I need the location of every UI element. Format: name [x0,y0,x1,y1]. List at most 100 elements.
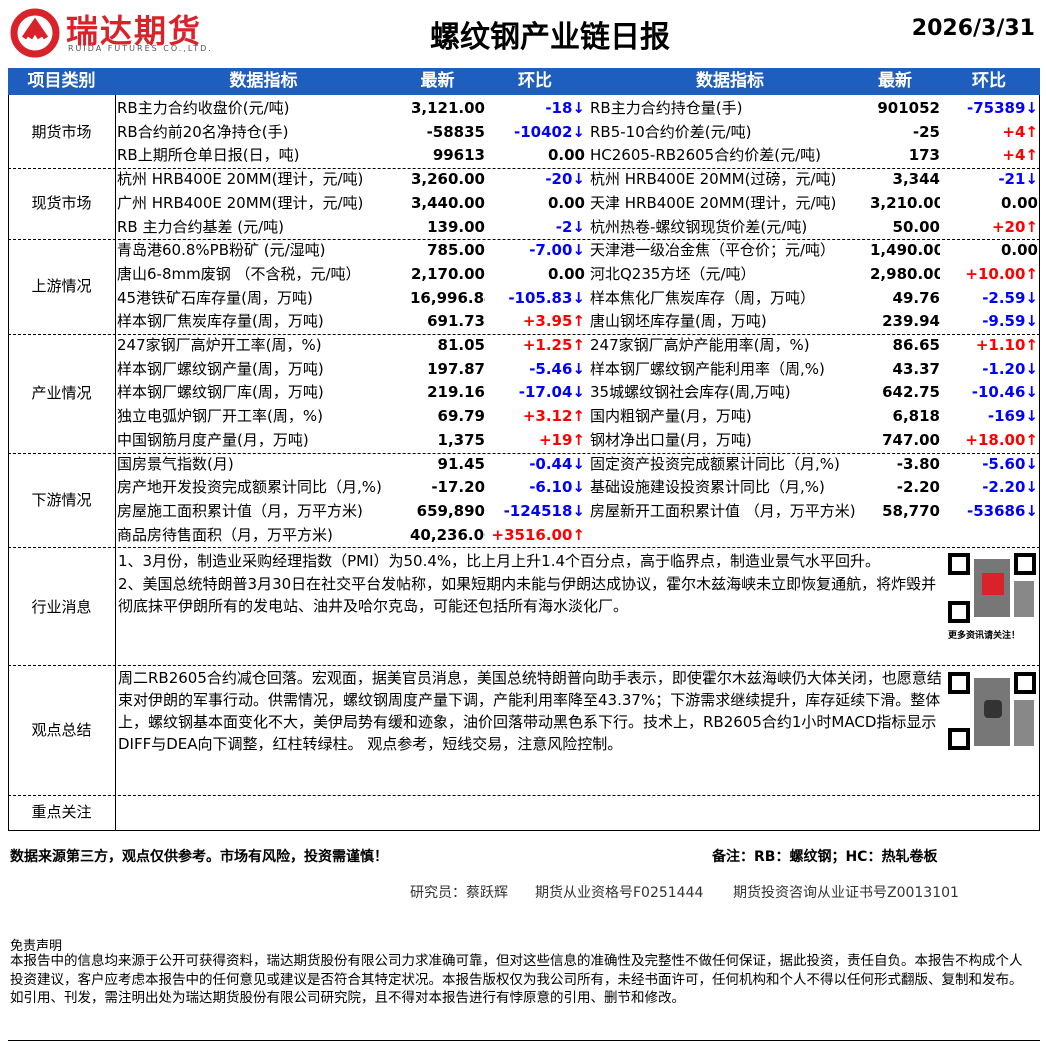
indicator-name: 247家钢厂高炉产能用率(周，%) [590,336,810,354]
section-divider [8,665,1040,666]
indicator-name: 国内粗钢产量(月，万吨) [590,407,752,426]
indicator-name: 河北Q235方坯（元/吨） [590,264,756,283]
change-value: -20↓ [545,170,585,189]
indicator-name: 杭州 HRB400E 20MM(过磅，元/吨) [590,170,837,189]
category: 重点关注 [31,803,92,821]
indicator-name: 国房景气指数(月) [117,454,234,473]
change-value: 0.00 [547,264,585,283]
change-value: -75389↓ [967,99,1038,117]
border [8,95,9,831]
indicator-name: RB主力合约持仓量(手) [590,99,743,117]
indicator-name: 45港铁矿石库存量(周，万吨) [117,288,313,307]
change-value: +18.00↑ [965,430,1038,449]
indicator-name: RB上期所仓单日报(日，吨) [117,146,300,165]
news-item: 2、美国总统特朗普3月30日在社交平台发帖称，如果短期内未能与伊朗达成协议，霍尔… [118,575,937,615]
abbr-note: 备注：RB：螺纹钢；HC：热轧卷板 [712,849,938,865]
indicator-name: 唐山6-8mm废钢 （不含税，元/吨） [117,264,361,283]
change-value: -169↓ [987,407,1038,426]
indicator-name: 房屋施工面积累计值（月，万平方米) [117,501,363,520]
logo-en: RUIDA FUTURES CO.,LTD. [68,44,213,53]
change-value: 0.00 [1000,241,1038,260]
latest-value: 16,996.84 [410,288,485,307]
change-value: -2.20↓ [982,478,1038,497]
category: 产业情况 [31,384,92,402]
change-value: +1.25↑ [522,336,585,354]
latest-value: 901052 [877,99,940,117]
change-value: -10.46↓ [971,383,1038,402]
indicator-name: 杭州热卷-螺纹钢现货价差(元/吨) [590,217,808,236]
latest-value: 139.00 [427,217,485,236]
section-divider [8,334,1040,335]
indicator-name: RB主力合约收盘价(元/吨) [117,99,290,117]
category: 上游情况 [31,277,92,296]
title: 螺纹钢产业链日报 [430,20,670,55]
latest-value: 3,260.00 [410,170,485,189]
latest-value: 2,170.00 [410,264,485,283]
column-header: 最新 [420,71,455,91]
latest-value: -3.80 [896,454,940,473]
latest-value: -25 [912,122,940,141]
change-value: -9.59↓ [982,312,1038,331]
indicator-name: 样本钢厂螺纹钢产量(周，万吨) [117,359,324,378]
license: 期货从业资格号F0251444 [535,885,704,901]
indicator-name: 样本钢厂螺纹钢厂库(周，万吨) [117,383,324,402]
change-value: -5.46↓ [529,359,585,378]
indicator-name: 样本钢厂焦炭库存量(周，万吨) [117,312,324,331]
change-value: +20↑ [991,217,1038,236]
indicator-name: 房产地开发投资完成额累计同比（月,%) [117,478,382,497]
change-value: -5.60↓ [982,454,1038,473]
indicator-name: 天津 HRB400E 20MM(理计，元/吨) [590,193,837,212]
latest-value: 173 [908,146,940,165]
latest-value: 197.87 [427,359,485,378]
latest-value: 58,770 [882,501,940,520]
change-value: +10.00↑ [965,264,1038,283]
indicator-name: 独立电弧炉钢厂开工率(周，%) [117,407,323,426]
section-divider [8,795,1040,796]
latest-value: 785.00 [427,241,485,260]
qr-caption: 更多资讯请关注！ [948,631,1021,641]
indicator-name: 样本焦化厂焦炭库存（周，万吨） [590,288,816,307]
latest-value: 49.76 [892,288,940,307]
section-divider [8,168,1040,170]
indicator-name: 固定资产投资完成额累计同比（月,%) [590,454,840,473]
latest-value: -17.20 [431,478,485,497]
summary-text: 周二RB2605合约减仓回落。宏观面，据美官员消息，美国总统特朗普向助手表示，即… [118,669,942,753]
indicator-name: 商品房待售面积（月，万平方米) [117,525,333,544]
latest-value: 99613 [432,146,485,165]
section-divider [8,239,1040,241]
indicator-name: 247家钢厂高炉开工率(周，%) [117,336,322,354]
indicator-name: HC2605-RB2605合约价差(元/吨) [590,146,821,165]
section-divider [8,547,1040,549]
logo-cn: 瑞达期货 [66,12,203,50]
latest-value: 86.65 [892,336,940,354]
border [8,830,1040,831]
latest-value: 40,236.00 [410,525,485,544]
qr-code [948,553,1036,623]
column-header: 环比 [972,71,1006,91]
border [1039,95,1040,831]
latest-value: 219.16 [427,383,485,402]
latest-value: 81.05 [437,336,485,354]
indicator-name: RB 主力合约基差 (元/吨) [117,217,285,236]
indicator-name: RB5-10合约价差(元/吨) [590,122,752,141]
disclaimer-title: 免责声明 [10,939,63,954]
change-value: -124518↓ [503,501,585,520]
latest-value: -2.20 [896,478,940,497]
latest-value: 91.45 [437,454,485,473]
indicator-name: 35城螺纹钢社会库存(周,万吨) [590,383,791,402]
latest-value: 43.37 [892,359,940,378]
indicator-name: 广州 HRB400E 20MM(理计，元/吨) [117,193,364,212]
change-value: -21↓ [998,170,1038,189]
change-value: +1.10↑ [975,336,1038,354]
change-value: -17.04↓ [518,383,585,402]
change-value: -1.20↓ [982,359,1038,378]
change-value: -18↓ [545,99,585,117]
category: 行业消息 [31,598,92,616]
column-header: 环比 [518,71,552,91]
news-item: 1、3月份，制造业采购经理指数（PMI）为50.4%，比上月上升1.4个百分点，… [118,552,881,570]
category: 期货市场 [31,123,92,141]
latest-value: 3,344 [892,170,940,189]
change-value: 0.00 [547,193,585,212]
indicator-name: 唐山钢坯库存量(周，万吨) [590,312,767,331]
